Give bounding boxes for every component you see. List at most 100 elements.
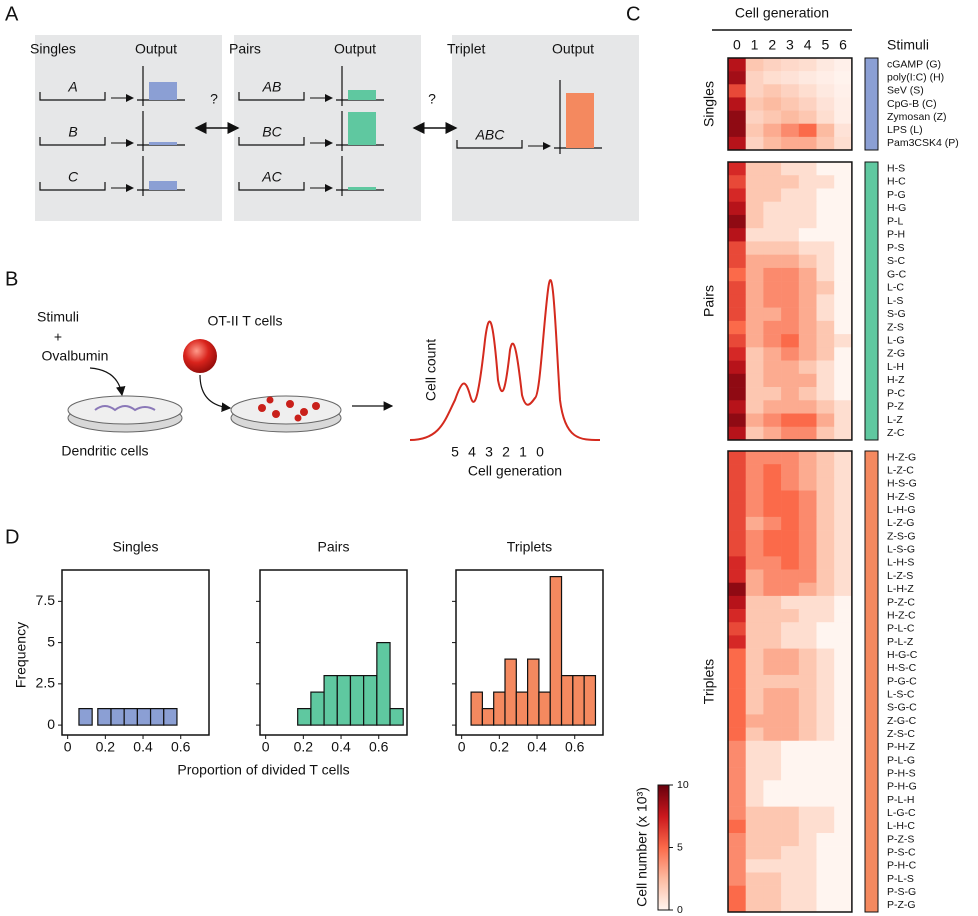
- row-label: L-C: [887, 282, 904, 294]
- panel-label: D: [5, 526, 19, 548]
- heatmap-cell: [816, 609, 835, 623]
- heatmap-cell: [798, 426, 817, 441]
- plot-frame: [259, 569, 408, 736]
- heatmap-cell: [745, 661, 764, 676]
- heatmap-cell: [834, 84, 853, 98]
- heatmap-cell: [763, 832, 782, 847]
- heatmap-cell: [728, 400, 746, 414]
- hist-bar: [297, 707, 312, 726]
- output-bar: [348, 90, 376, 100]
- heatmap-cell: [745, 254, 764, 269]
- x-tick-label: 0.4: [133, 739, 153, 755]
- heatmap-cell: [745, 110, 764, 125]
- heatmap-cell: [816, 201, 835, 216]
- heatmap-cell: [816, 97, 835, 111]
- row-label: P-Z-G: [887, 899, 916, 911]
- heatmap-cell: [781, 360, 800, 375]
- heatmap-cell: [798, 241, 817, 255]
- heatmap-cell: [763, 360, 782, 375]
- heatmap-cell: [798, 387, 817, 401]
- heatmap-cell: [834, 582, 853, 597]
- heatmap-cell: [763, 464, 782, 478]
- x-tick-label: 0.2: [490, 739, 510, 755]
- heatmap-cell: [798, 753, 817, 768]
- row-label: L-S: [887, 295, 903, 307]
- heatmap-cell: [728, 806, 746, 821]
- heatmap-cell: [728, 727, 746, 742]
- heatmap-cell: [763, 400, 782, 414]
- heatmap-cell: [798, 477, 817, 491]
- heatmap-cell: [781, 767, 800, 781]
- heatmap-cell: [745, 569, 764, 584]
- heatmap-cell: [834, 490, 853, 504]
- heatmap-cell: [763, 898, 782, 913]
- heatmap-cell: [816, 490, 835, 504]
- heatmap-cell: [763, 806, 782, 821]
- heatmap-cell: [763, 648, 782, 663]
- row-label: P-C: [887, 387, 906, 399]
- heatmap-cell: [763, 387, 782, 401]
- heatmap-cell: [763, 136, 782, 151]
- heatmap-cell: [781, 175, 800, 189]
- row-label: L-H: [887, 361, 904, 373]
- heatmap-cell: [798, 254, 817, 269]
- row-label: L-G-C: [887, 807, 916, 819]
- input-label: C: [68, 169, 79, 185]
- row-label: H-Z: [887, 374, 905, 386]
- heatmap-cell: [728, 71, 746, 85]
- heatmap-cell: [745, 400, 764, 414]
- heatmap-cell: [798, 136, 817, 151]
- group-title: Singles: [30, 41, 76, 57]
- x-tick-label: 0.6: [565, 739, 585, 755]
- group-frame: [727, 450, 853, 913]
- heatmap-cell: [728, 885, 746, 900]
- heatmap-cell: [728, 609, 746, 623]
- heatmap-cell: [745, 175, 764, 189]
- heatmap-cell: [834, 136, 853, 151]
- heatmap-cell: [816, 661, 835, 676]
- heatmap-cell: [816, 175, 835, 189]
- heatmap-cell: [781, 464, 800, 478]
- heatmap-cell: [781, 530, 800, 544]
- heatmap-cell: [834, 819, 853, 834]
- question-mark: ?: [210, 91, 218, 107]
- heatmap-cell: [816, 254, 835, 269]
- heatmap-cell: [816, 400, 835, 414]
- heatmap-cell: [728, 347, 746, 361]
- group-name: Triplets: [701, 659, 717, 704]
- heatmap-cell: [745, 595, 764, 610]
- heatmap-cell: [834, 674, 853, 689]
- heatmap-cell: [816, 701, 835, 715]
- heatmap-cell: [781, 569, 800, 584]
- heatmap-cell: [798, 451, 817, 465]
- x-tick-label: 0.2: [96, 739, 116, 755]
- heatmap-cell: [728, 582, 746, 597]
- row-label: L-Z: [887, 414, 903, 426]
- heatmap-cell: [798, 727, 817, 742]
- row-label: L-Z-S: [887, 570, 913, 582]
- stimuli-label: Stimuli: [37, 309, 79, 325]
- heatmap-cell: [798, 885, 817, 900]
- heatmap-cell: [798, 464, 817, 478]
- x-tick-label: 0: [64, 739, 72, 755]
- heatmap-cell: [816, 228, 835, 242]
- input-bracket: [238, 92, 305, 101]
- column-label: 1: [751, 37, 759, 53]
- heatmap-cell: [745, 609, 764, 623]
- heatmap-cell: [834, 188, 853, 203]
- heatmap-cell: [781, 294, 800, 308]
- heatmap-cell: [781, 885, 800, 900]
- hist-bar: [123, 707, 138, 726]
- heatmap-cell: [816, 622, 835, 636]
- row-label: L-H-C: [887, 820, 915, 832]
- heatmap-cell: [745, 373, 764, 388]
- heatmap-cell: [763, 347, 782, 361]
- heatmap-cell: [728, 188, 746, 203]
- y-tick-label: 2.5: [36, 675, 56, 691]
- heatmap-cell: [834, 701, 853, 715]
- heatmap-cell: [816, 635, 835, 649]
- heatmap-cell: [816, 58, 835, 72]
- group-title: Triplet: [447, 41, 485, 57]
- heatmap-cell: [728, 110, 746, 125]
- heatmap-cell: [763, 281, 782, 295]
